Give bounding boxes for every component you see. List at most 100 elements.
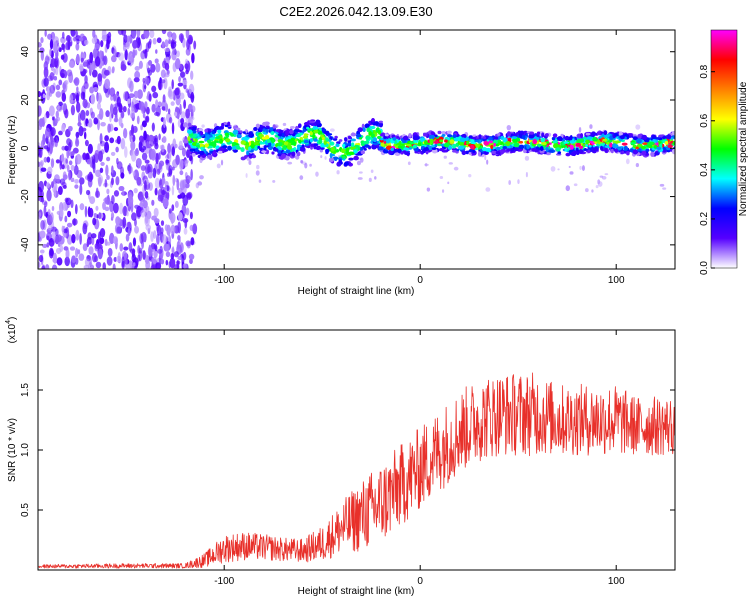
heat-cell — [147, 245, 153, 257]
heat-cell — [517, 137, 521, 142]
heat-cell — [394, 152, 401, 156]
heat-cell — [94, 56, 101, 67]
heat-cell — [526, 144, 530, 150]
heat-cell — [76, 38, 80, 45]
heat-cell — [53, 68, 56, 76]
heat-cell — [443, 155, 447, 159]
heat-cell — [580, 133, 584, 139]
heat-cell — [98, 50, 104, 60]
heat-cell — [79, 203, 85, 211]
heat-cell — [160, 258, 165, 265]
heat-cell — [459, 137, 466, 143]
heat-cell — [424, 162, 428, 167]
heat-cell — [113, 49, 117, 58]
heat-cell — [208, 145, 213, 149]
heat-cell — [152, 230, 157, 239]
heat-cell — [248, 146, 252, 151]
heat-cell — [60, 72, 65, 78]
heat-cell — [233, 125, 237, 130]
heat-cell — [275, 129, 280, 133]
heat-cell — [563, 141, 570, 144]
heat-cell — [351, 142, 355, 147]
heat-cell — [154, 137, 158, 143]
heat-cell — [539, 146, 544, 152]
heat-cell — [130, 107, 136, 119]
heat-cell — [138, 60, 143, 69]
heat-cell — [190, 155, 194, 165]
heat-cell — [39, 160, 44, 167]
heat-cell — [79, 65, 84, 72]
heat-cell — [82, 152, 87, 160]
heat-cell — [591, 142, 595, 145]
heat-cell — [90, 233, 97, 239]
y-tick-label: 40 — [20, 46, 31, 58]
heat-cell — [589, 124, 593, 129]
heat-cell — [212, 141, 217, 147]
heat-cell — [637, 133, 643, 139]
heat-cell — [139, 196, 145, 203]
heat-cell — [550, 166, 556, 172]
heat-cell — [40, 219, 45, 231]
heat-cell — [40, 167, 47, 172]
heat-cell — [482, 136, 487, 140]
heat-cell — [177, 212, 183, 221]
heat-cell — [493, 136, 499, 140]
heat-cell — [240, 147, 245, 153]
heat-cell — [337, 157, 344, 160]
heat-cell — [164, 62, 170, 71]
heat-cell — [106, 188, 110, 195]
heat-cell — [246, 150, 250, 156]
heat-cell — [160, 220, 165, 226]
heat-cell — [405, 152, 411, 156]
heat-cell — [366, 127, 371, 133]
heat-cell — [123, 34, 128, 44]
heat-cell — [373, 142, 379, 146]
heat-cell — [92, 48, 98, 59]
heat-cell — [302, 135, 308, 139]
heat-cell — [165, 103, 169, 113]
heat-cell — [413, 139, 419, 144]
heat-cell — [313, 138, 318, 142]
heat-cell — [57, 185, 63, 196]
heat-cell — [120, 138, 126, 150]
heat-cell — [102, 201, 106, 211]
heat-cell — [171, 146, 176, 157]
heat-cell — [122, 44, 127, 52]
heat-cell — [446, 130, 452, 135]
heat-cell — [70, 177, 75, 183]
heat-cell — [443, 142, 450, 148]
heat-cell — [61, 31, 65, 39]
heat-cell — [155, 49, 158, 54]
heat-cell — [172, 174, 176, 186]
heat-cell — [353, 155, 359, 161]
heat-cell — [475, 143, 480, 148]
heat-cell — [171, 79, 174, 90]
heat-cell — [168, 150, 172, 163]
heat-cell — [461, 133, 467, 139]
heat-cell — [48, 105, 55, 117]
heat-cell — [341, 155, 345, 159]
heat-cell — [39, 249, 45, 254]
heat-cell — [188, 36, 193, 45]
heat-cell — [81, 127, 87, 132]
heat-cell — [256, 136, 261, 141]
heat-cell — [309, 163, 312, 167]
heat-cell — [53, 76, 58, 81]
heat-cell — [123, 91, 128, 101]
heat-cell — [191, 126, 197, 131]
heat-cell — [127, 194, 134, 207]
heat-cell — [277, 150, 283, 154]
heat-cell — [481, 147, 487, 152]
heat-cell — [424, 139, 428, 146]
heat-cell — [350, 138, 357, 142]
heat-cell — [64, 79, 69, 85]
heat-cell — [144, 214, 149, 224]
heat-cell — [329, 128, 335, 132]
heat-cell — [309, 120, 315, 124]
heat-cell — [189, 211, 193, 220]
heat-cell — [512, 137, 518, 143]
heat-cell — [448, 162, 453, 165]
heat-cell — [357, 127, 363, 133]
heat-cell — [144, 48, 148, 59]
heat-cell — [536, 143, 542, 147]
